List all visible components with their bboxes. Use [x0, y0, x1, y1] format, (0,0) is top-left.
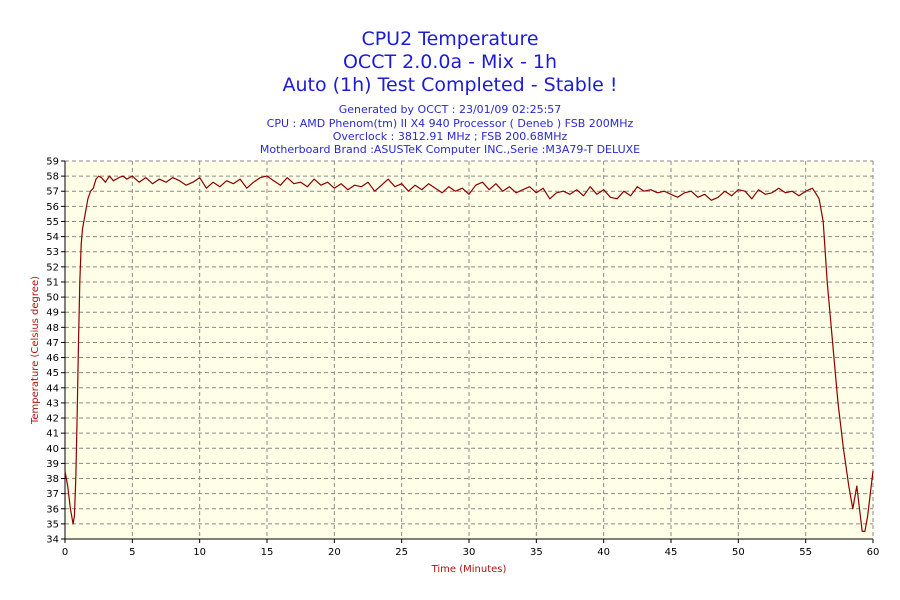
y-tick-label: 57 — [46, 187, 59, 198]
x-tick-label: 55 — [799, 547, 812, 558]
x-axis-label: Time (Minutes) — [431, 564, 507, 575]
y-tick-label: 55 — [46, 217, 59, 228]
subtitle-line-2: CPU : AMD Phenom(tm) II X4 940 Processor… — [267, 117, 634, 130]
x-tick-label: 50 — [732, 547, 745, 558]
x-tick-label: 15 — [261, 547, 274, 558]
y-tick-label: 54 — [46, 232, 59, 243]
y-tick-label: 36 — [46, 504, 59, 515]
y-tick-label: 39 — [46, 459, 59, 470]
grid — [65, 160, 874, 539]
y-tick-label: 51 — [46, 277, 59, 288]
y-tick-label: 50 — [46, 293, 59, 304]
title-line-2: OCCT 2.0.0a - Mix - 1h — [343, 51, 557, 73]
y-tick-label: 37 — [46, 489, 59, 500]
x-tick-label: 60 — [867, 547, 880, 558]
x-tick-label: 45 — [665, 547, 678, 558]
y-tick-label: 35 — [46, 519, 59, 530]
y-tick-label: 48 — [46, 323, 59, 334]
y-tick-label: 58 — [46, 172, 59, 183]
x-tick-label: 10 — [193, 547, 206, 558]
title-line-3: Auto (1h) Test Completed - Stable ! — [282, 74, 617, 96]
x-tick-label: 20 — [328, 547, 341, 558]
temperature-line — [64, 175, 874, 533]
x-tick-label: 5 — [129, 547, 135, 558]
y-tick-label: 47 — [46, 338, 59, 349]
y-axis-label: Temperature (Celsius degree) — [30, 276, 41, 425]
x-tick-label: 0 — [62, 547, 68, 558]
y-tick-label: 46 — [46, 353, 59, 364]
y-tick-label: 42 — [46, 414, 59, 425]
y-tick-label: 44 — [46, 383, 59, 394]
y-tick-label: 52 — [46, 262, 59, 273]
y-tick-label: 45 — [46, 368, 59, 379]
chart-subtitle: Generated by OCCT : 23/01/09 02:25:57 CP… — [260, 103, 640, 156]
subtitle-line-4: Motherboard Brand :ASUSTeK Computer INC.… — [260, 143, 640, 156]
y-tick-label: 40 — [46, 444, 59, 455]
y-tick-label: 38 — [46, 474, 59, 485]
chart-title: CPU2 Temperature OCCT 2.0.0a - Mix - 1h … — [282, 28, 617, 96]
x-tick-label: 25 — [395, 547, 408, 558]
y-tick-label: 53 — [46, 247, 59, 258]
subtitle-line-1: Generated by OCCT : 23/01/09 02:25:57 — [339, 103, 562, 116]
subtitle-line-3: Overclock : 3812.91 MHz ; FSB 200.68MHz — [333, 130, 568, 143]
y-tick-labels: 34 35 36 37 38 39 40 41 42 43 44 45 46 47 48 49 50 51 52 53… — [46, 157, 65, 546]
y-tick-label: 43 — [46, 398, 59, 409]
title-line-1: CPU2 Temperature — [361, 28, 538, 50]
series-group — [64, 175, 874, 533]
y-tick-label: 59 — [46, 157, 59, 168]
x-tick-label: 40 — [597, 547, 610, 558]
y-tick-label: 34 — [46, 535, 59, 546]
x-tick-label: 30 — [463, 547, 476, 558]
x-tick-labels: 0 5 10 15 20 25 30 35 40 45 50 55 60 — [62, 539, 880, 558]
y-tick-label: 41 — [46, 429, 59, 440]
x-tick-label: 35 — [530, 547, 543, 558]
y-tick-label: 49 — [46, 308, 59, 319]
y-tick-label: 56 — [46, 202, 59, 213]
